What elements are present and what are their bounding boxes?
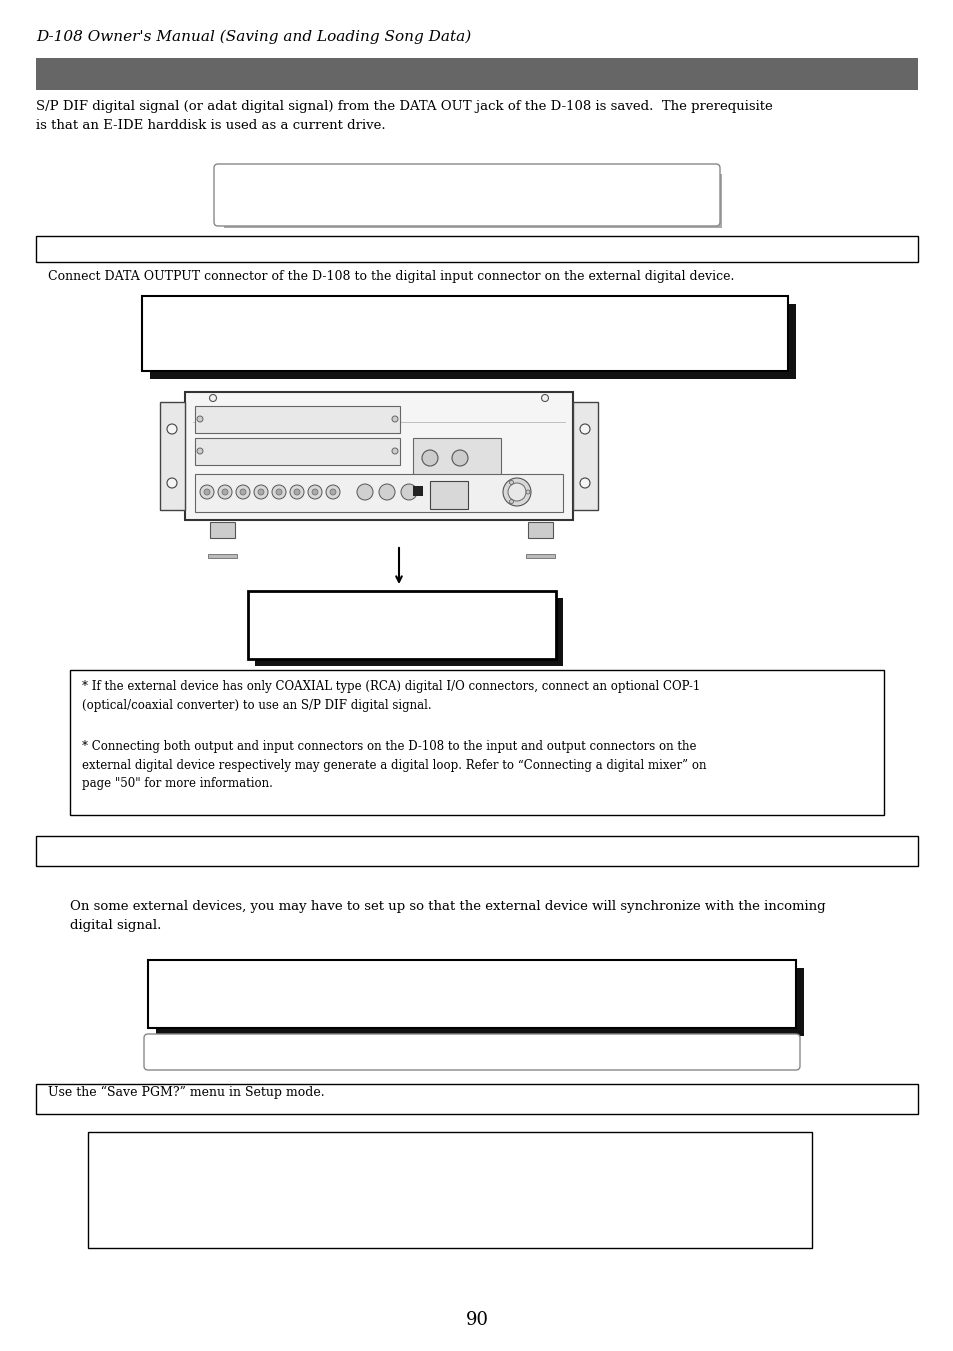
Circle shape — [222, 489, 228, 494]
Circle shape — [392, 449, 397, 454]
Bar — [210, 521, 234, 538]
Bar — [254, 598, 562, 666]
Bar — [248, 590, 556, 659]
Circle shape — [378, 484, 395, 500]
Circle shape — [509, 500, 513, 504]
Circle shape — [312, 489, 317, 494]
Circle shape — [294, 489, 299, 494]
Bar — [573, 403, 598, 509]
Text: * If the external device has only COAXIAL type (RCA) digital I/O connectors, con: * If the external device has only COAXIA… — [82, 680, 700, 712]
Bar — [156, 969, 803, 1036]
Bar — [194, 438, 399, 465]
Text: Connect DATA OUTPUT connector of the D-108 to the digital input connector on the: Connect DATA OUTPUT connector of the D-1… — [36, 270, 734, 282]
Circle shape — [452, 450, 468, 466]
Text: * Connecting both output and input connectors on the D-108 to the input and outp: * Connecting both output and input conne… — [82, 740, 706, 790]
Circle shape — [356, 484, 373, 500]
Bar — [160, 403, 185, 509]
Text: On some external devices, you may have to set up so that the external device wil: On some external devices, you may have t… — [70, 900, 824, 932]
Circle shape — [326, 485, 339, 499]
Bar — [88, 1132, 811, 1248]
Circle shape — [196, 449, 203, 454]
Circle shape — [507, 484, 525, 501]
Circle shape — [200, 485, 213, 499]
Bar — [185, 392, 573, 520]
Circle shape — [330, 489, 335, 494]
Circle shape — [525, 490, 530, 494]
Circle shape — [509, 481, 513, 485]
Bar — [36, 1084, 917, 1115]
Bar — [36, 836, 917, 866]
Circle shape — [167, 424, 177, 434]
Text: D-108 Owner's Manual (Saving and Loading Song Data): D-108 Owner's Manual (Saving and Loading… — [36, 30, 471, 45]
Circle shape — [290, 485, 304, 499]
Circle shape — [541, 394, 548, 401]
Bar — [224, 174, 721, 228]
Bar — [413, 438, 500, 480]
Circle shape — [167, 478, 177, 488]
Bar — [194, 407, 399, 434]
Bar — [142, 296, 787, 372]
Circle shape — [240, 489, 246, 494]
Bar — [36, 236, 917, 262]
Circle shape — [579, 424, 589, 434]
FancyBboxPatch shape — [144, 1034, 800, 1070]
Circle shape — [308, 485, 322, 499]
Circle shape — [196, 416, 203, 422]
Bar — [70, 670, 883, 815]
Circle shape — [275, 489, 282, 494]
Text: Use the “Save PGM?” menu in Setup mode.: Use the “Save PGM?” menu in Setup mode. — [36, 1086, 324, 1100]
Circle shape — [210, 394, 216, 401]
Circle shape — [272, 485, 286, 499]
Circle shape — [579, 478, 589, 488]
Text: 90: 90 — [465, 1310, 488, 1329]
Circle shape — [253, 485, 268, 499]
Bar — [150, 304, 795, 380]
Circle shape — [218, 485, 232, 499]
Circle shape — [392, 416, 397, 422]
Circle shape — [400, 484, 416, 500]
Bar — [208, 554, 236, 558]
Circle shape — [421, 450, 437, 466]
Bar — [148, 961, 795, 1028]
Bar — [36, 58, 917, 91]
Bar — [525, 554, 555, 558]
Bar — [430, 481, 468, 509]
Bar — [413, 486, 422, 496]
Bar — [527, 521, 553, 538]
Circle shape — [257, 489, 264, 494]
Circle shape — [235, 485, 250, 499]
Circle shape — [502, 478, 531, 507]
FancyBboxPatch shape — [213, 163, 720, 226]
Text: S/P DIF digital signal (or adat digital signal) from the DATA OUT jack of the D-: S/P DIF digital signal (or adat digital … — [36, 100, 772, 132]
Bar — [194, 474, 562, 512]
Circle shape — [204, 489, 210, 494]
